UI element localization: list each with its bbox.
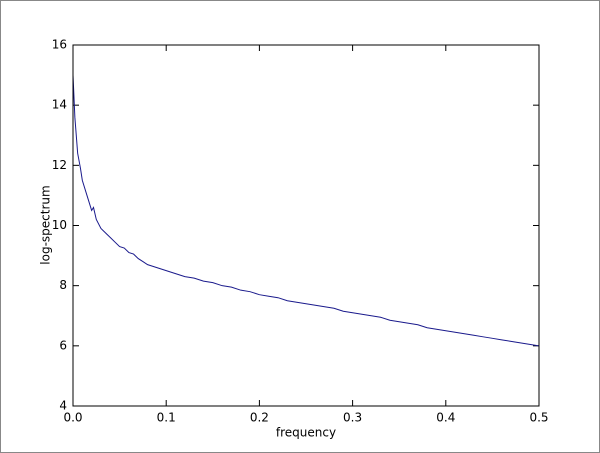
x-tick-label: 0.0 xyxy=(63,411,82,425)
y-tick-label: 14 xyxy=(52,98,67,112)
x-tick-label: 0.2 xyxy=(250,411,269,425)
y-tick-label: 6 xyxy=(59,338,67,352)
plot-border xyxy=(72,44,540,407)
x-tick-label: 0.3 xyxy=(343,411,362,425)
x-axis-label: frequency xyxy=(276,426,336,440)
data-line xyxy=(72,75,540,347)
y-tick-label: 8 xyxy=(59,278,67,292)
x-tick-label: 0.5 xyxy=(529,411,548,425)
y-tick-label: 10 xyxy=(52,218,67,232)
x-tick-label: 0.1 xyxy=(157,411,176,425)
y-tick-label: 4 xyxy=(59,399,67,413)
x-tick-label: 0.4 xyxy=(436,411,455,425)
y-axis-label: log-spectrum xyxy=(39,185,53,264)
y-tick-label: 16 xyxy=(52,38,67,52)
y-tick-label: 12 xyxy=(52,158,67,172)
